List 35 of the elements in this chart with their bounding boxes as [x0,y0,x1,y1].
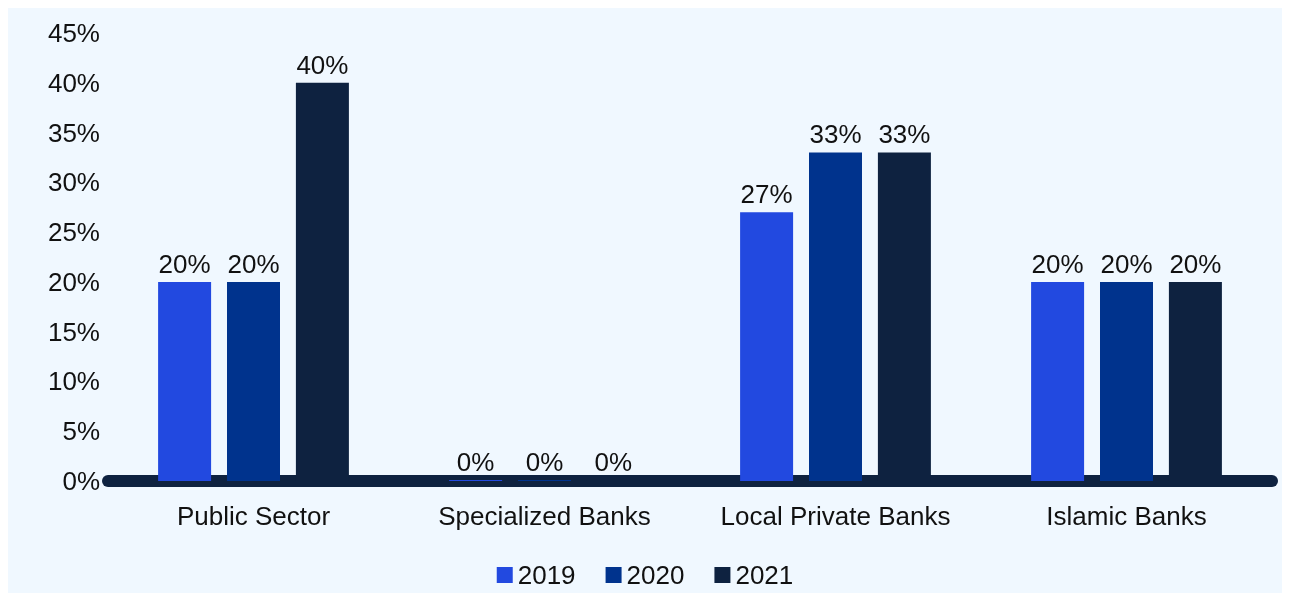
x-tick-label: Islamic Banks [1046,501,1207,531]
data-label: 33% [809,119,862,150]
x-tick-label: Local Private Banks [720,501,951,531]
y-tick-label: 15% [47,316,100,347]
x-tick-label: Public Sector [176,501,331,531]
bar [809,152,862,481]
bar [1031,281,1085,481]
data-label: 20% [1169,248,1222,279]
bar [158,281,212,481]
legend-label: 2019 [517,560,576,590]
y-tick-label: 45% [47,18,100,48]
y-tick-label: 10% [47,366,100,397]
data-label: 0% [525,447,564,477]
data-label: 33% [878,119,931,150]
data-label: 0% [594,447,633,477]
x-tick-label: Specialized Banks [438,501,651,531]
y-tick-label: 25% [47,217,100,248]
bar [227,281,280,481]
data-label: 40% [296,49,349,80]
data-label: 20% [227,248,280,279]
legend-label: 2020 [626,560,685,590]
legend-label: 2021 [735,560,794,590]
bar [740,212,794,481]
y-tick-label: 20% [47,266,100,297]
y-tick-label: 30% [47,167,100,198]
data-label: 27% [740,179,793,210]
data-label: 20% [1100,248,1153,279]
y-tick-label: 40% [47,67,100,98]
data-label: 20% [158,248,211,279]
y-tick-label: 5% [62,416,100,447]
data-label: 0% [456,447,495,477]
y-tick-label: 35% [47,117,100,148]
bar [1100,281,1153,481]
data-label: 20% [1031,248,1084,279]
y-tick-label: 0% [62,466,100,496]
